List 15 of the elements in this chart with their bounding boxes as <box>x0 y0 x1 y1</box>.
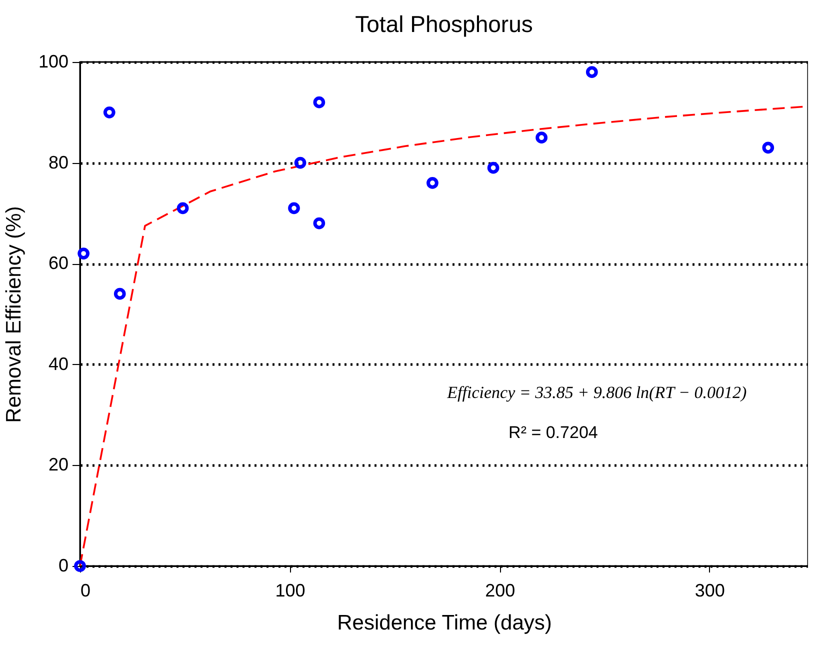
annotation: R² = 0.7204 <box>508 422 598 442</box>
y-axis-title: Removal Efficiency (%) <box>2 206 26 423</box>
x-tick-label: 100 <box>275 580 306 600</box>
x-tick-label: 0 <box>80 580 91 600</box>
y-tick-label: 80 <box>48 152 68 172</box>
x-tick-label: 300 <box>694 580 725 600</box>
y-tick-label: 40 <box>48 354 68 374</box>
y-tick-label: 0 <box>58 556 68 576</box>
y-tick-label: 100 <box>38 52 68 72</box>
x-tick-label: 200 <box>485 580 516 600</box>
chart-title: Total Phosphorus <box>355 11 533 37</box>
annotation: Efficiency = 33.85 + 9.806 ln(RT − 0.0012) <box>446 383 747 402</box>
y-tick-label: 20 <box>48 454 68 475</box>
x-axis-title: Residence Time (days) <box>337 612 552 634</box>
y-tick-label: 60 <box>48 253 68 274</box>
